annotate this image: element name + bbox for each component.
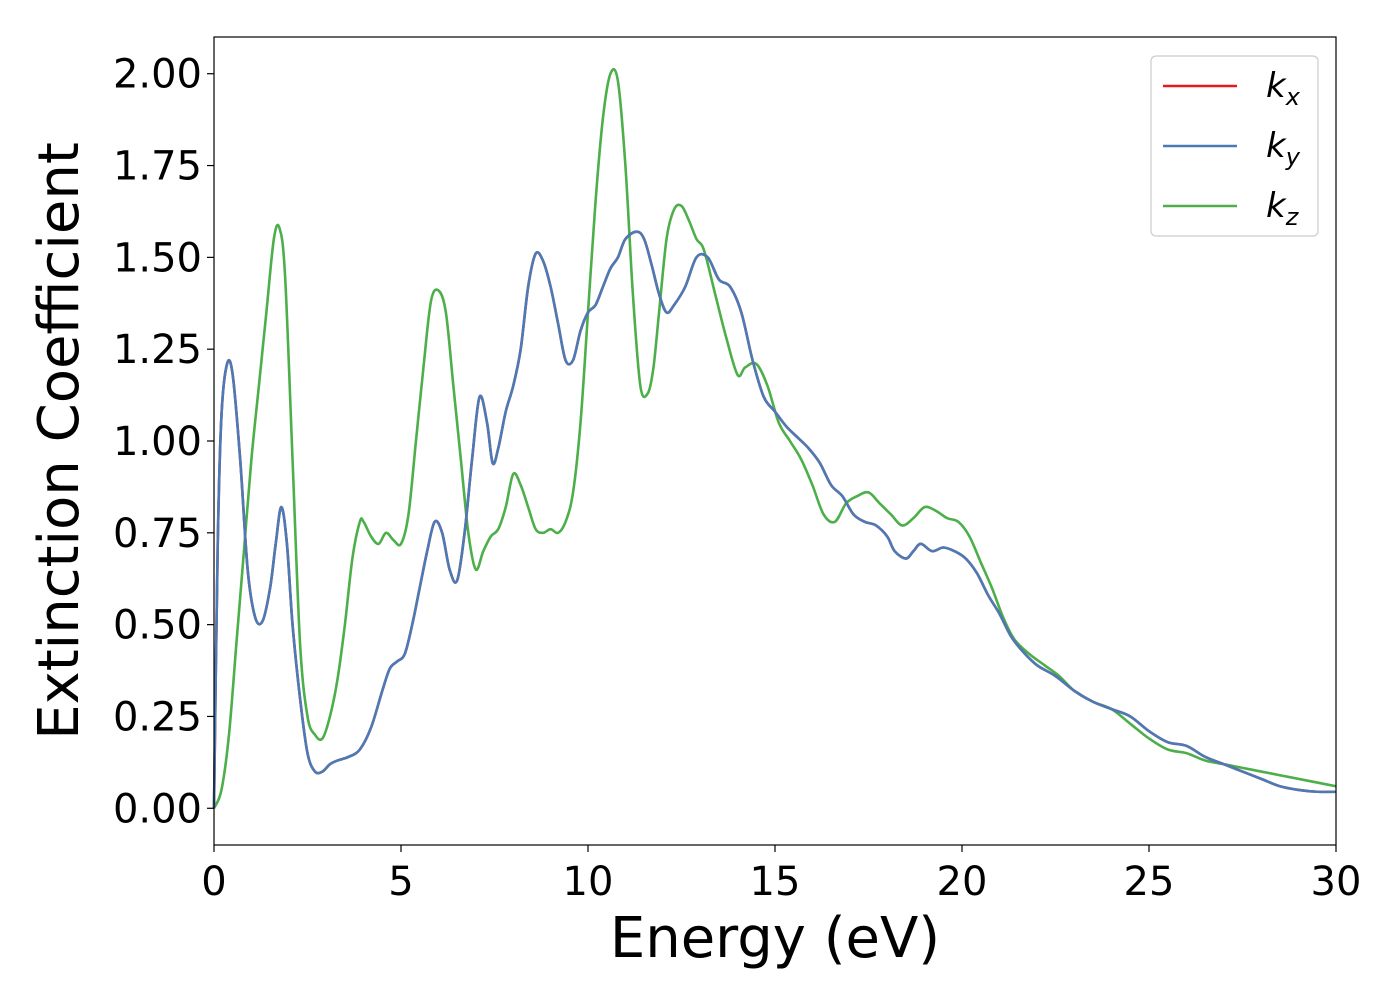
x-tick-label: 15 [750, 859, 801, 905]
y-axis-label: Extinction Coefficient [27, 142, 92, 740]
legend-label-x: kx [1266, 66, 1301, 111]
x-tick-label: 5 [388, 859, 413, 905]
series-line-y [212, 230, 1337, 809]
legend-label-y: ky [1266, 126, 1301, 171]
legend-label-subscript: z [1285, 203, 1300, 231]
legend-label-base: k [1266, 186, 1287, 226]
x-axis-label: Energy (eV) [610, 906, 940, 971]
legend-label-base: k [1266, 126, 1287, 166]
y-tick-label: 1.25 [113, 327, 202, 373]
series-line-z [212, 68, 1337, 809]
y-tick-label: 1.75 [113, 144, 202, 190]
y-tick-label: 0.50 [113, 603, 202, 649]
legend-label-subscript: x [1285, 83, 1301, 111]
legend-label-base: k [1266, 66, 1287, 106]
x-tick-label: 0 [201, 859, 226, 905]
legend-label-z: kz [1266, 186, 1300, 231]
x-tick-label: 20 [937, 859, 988, 905]
series-layer [212, 68, 1337, 809]
x-tick-label: 10 [563, 859, 614, 905]
y-tick-label: 0.75 [113, 511, 202, 557]
x-tick-label: 30 [1311, 859, 1362, 905]
y-tick-label: 0.25 [113, 694, 202, 740]
y-tick-label: 2.00 [113, 52, 202, 98]
y-tick-label: 1.00 [113, 419, 202, 465]
y-tick-label: 1.50 [113, 235, 202, 281]
y-axis: 0.00 0.25 0.50 0.75 1.00 1.25 1.50 1.75 2.00 [113, 52, 214, 832]
y-tick-label: 0.00 [113, 786, 202, 832]
legend-label-subscript: y [1285, 143, 1301, 171]
x-tick-label: 25 [1124, 859, 1175, 905]
x-axis: 0 5 10 15 20 25 30 [201, 845, 1361, 905]
